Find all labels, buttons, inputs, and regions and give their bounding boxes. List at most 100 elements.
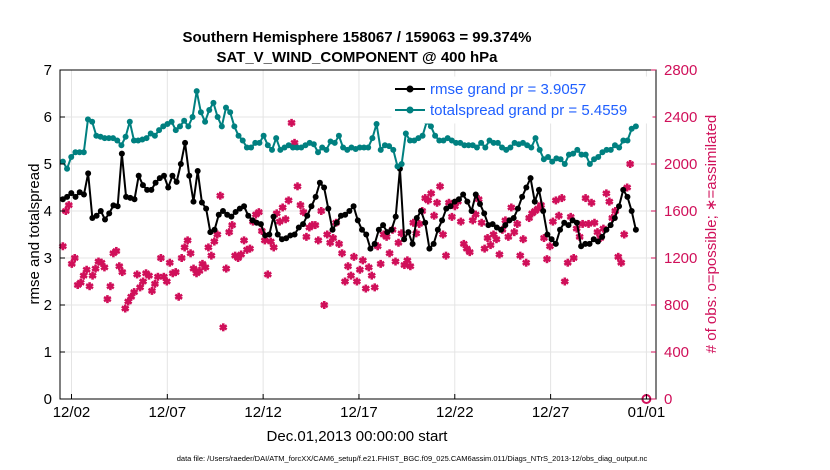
- obs-assimilated-marker: [79, 271, 88, 280]
- obs-marker-stroke: [364, 264, 373, 271]
- data-file-footnote: data file: /Users/raeder/DAI/ATM_forcXX/…: [177, 454, 648, 463]
- obs-marker-stroke: [118, 268, 127, 276]
- series-point-spread: [398, 161, 405, 167]
- series-point-spread: [545, 153, 552, 160]
- obs-marker-stroke: [382, 233, 391, 240]
- series-point-spread: [101, 135, 108, 142]
- obs-assimilated-marker: [135, 283, 145, 292]
- series-point-rmse: [624, 193, 631, 200]
- obs-marker-stroke: [545, 243, 555, 250]
- series-point-rmse: [586, 240, 593, 247]
- obs-marker-stroke: [213, 231, 222, 238]
- obs-assimilated-marker: [323, 230, 332, 239]
- obs-assimilated-marker: [358, 256, 367, 265]
- series-point-rmse: [266, 231, 273, 238]
- obs-assimilated-marker: [239, 236, 249, 245]
- obs-marker-stroke: [195, 267, 204, 275]
- obs-assimilated-marker: [343, 262, 353, 271]
- obs-assimilated-marker: [106, 282, 115, 291]
- obs-marker-stroke: [355, 266, 364, 273]
- obs-marker-stroke: [79, 272, 88, 279]
- obs-assimilated-marker: [147, 286, 157, 295]
- obs-assimilated-marker: [284, 196, 293, 205]
- series-point-spread: [176, 123, 183, 130]
- series-point-rmse: [283, 235, 290, 242]
- obs-assimilated-marker: [584, 219, 593, 228]
- obs-marker-stroke: [302, 233, 311, 240]
- obs-assimilated-marker: [118, 268, 127, 277]
- obs-marker-stroke: [275, 218, 284, 225]
- series-point-rmse: [169, 172, 176, 179]
- y-right-tick-label: 2000: [664, 156, 697, 173]
- series-point-rmse: [460, 191, 467, 198]
- series-point-rmse: [535, 186, 542, 193]
- legend-spread-marker: [406, 106, 414, 114]
- legend-rmse-marker: [406, 85, 414, 93]
- series-point-spread: [407, 137, 414, 144]
- obs-assimilated-marker: [162, 277, 171, 286]
- obs-assimilated-marker: [510, 228, 519, 237]
- obs-marker-stroke: [186, 250, 195, 257]
- obs-assimilated-marker: [91, 264, 100, 273]
- series-point-spread: [482, 144, 489, 151]
- obs-assimilated-marker: [361, 284, 370, 293]
- series-point-rmse: [148, 186, 155, 193]
- obs-marker-stroke: [438, 231, 448, 238]
- obs-marker-stroke: [64, 202, 73, 209]
- y-axis-label: rmse and totalspread: [26, 164, 43, 305]
- obs-marker-stroke: [219, 324, 228, 331]
- series-point-spread: [202, 118, 209, 125]
- obs-marker-stroke: [147, 287, 157, 295]
- series-point-spread: [89, 118, 96, 125]
- obs-assimilated-marker: [406, 262, 415, 271]
- obs-marker-stroke: [272, 210, 281, 217]
- x-axis-label: Dec.01,2013 00:00:00 start: [267, 428, 449, 445]
- obs-marker-stroke: [228, 221, 237, 229]
- obs-assimilated-marker: [275, 217, 284, 226]
- series-point-rmse: [308, 203, 315, 210]
- obs-assimilated-marker: [204, 243, 213, 252]
- series-point-spread: [432, 132, 439, 139]
- obs-assimilated-marker: [614, 252, 623, 261]
- obs-assimilated-marker: [438, 230, 448, 239]
- series-point-spread: [331, 139, 338, 146]
- obs-assimilated-marker: [394, 238, 403, 247]
- obs-assimilated-marker: [590, 218, 599, 227]
- series-point-rmse: [300, 221, 307, 228]
- series-point-rmse: [346, 208, 353, 214]
- obs-marker-stroke: [569, 254, 578, 262]
- obs-assimilated-marker: [542, 255, 552, 264]
- series-point-spread: [235, 132, 242, 139]
- obs-marker-stroke: [320, 301, 329, 309]
- obs-marker-stroke: [602, 190, 611, 197]
- obs-assimilated-marker: [563, 258, 572, 267]
- series-point-spread: [151, 132, 158, 139]
- obs-marker-stroke: [106, 283, 115, 290]
- obs-assimilated-marker: [171, 268, 180, 277]
- x-tick-label: 12/17: [340, 404, 378, 421]
- series-point-spread: [453, 139, 460, 146]
- obs-marker-stroke: [207, 252, 216, 259]
- series-point-rmse: [93, 212, 100, 219]
- obs-assimilated-marker: [367, 271, 376, 280]
- obs-marker-stroke: [495, 251, 504, 258]
- obs-marker-stroke: [504, 233, 513, 240]
- obs-marker-stroke: [225, 229, 234, 236]
- series-point-rmse: [228, 213, 235, 220]
- obs-assimilated-marker: [317, 207, 326, 215]
- obs-marker-stroke: [554, 212, 563, 219]
- y-tick-label: 3: [44, 250, 52, 267]
- series-point-rmse: [544, 231, 551, 238]
- series-point-rmse: [607, 222, 614, 229]
- obs-marker-stroke: [91, 265, 100, 272]
- y-right-tick-label: 1600: [664, 203, 697, 220]
- series-point-spread: [607, 146, 614, 153]
- obs-assimilated-marker: [376, 259, 385, 268]
- obs-marker-stroke: [343, 263, 353, 270]
- series-point-rmse: [68, 190, 75, 197]
- obs-marker-stroke: [317, 207, 326, 215]
- obs-marker-stroke: [525, 214, 534, 222]
- obs-assimilated-marker: [465, 248, 474, 257]
- series-point-rmse: [628, 208, 635, 214]
- obs-assimilated-marker: [504, 232, 513, 241]
